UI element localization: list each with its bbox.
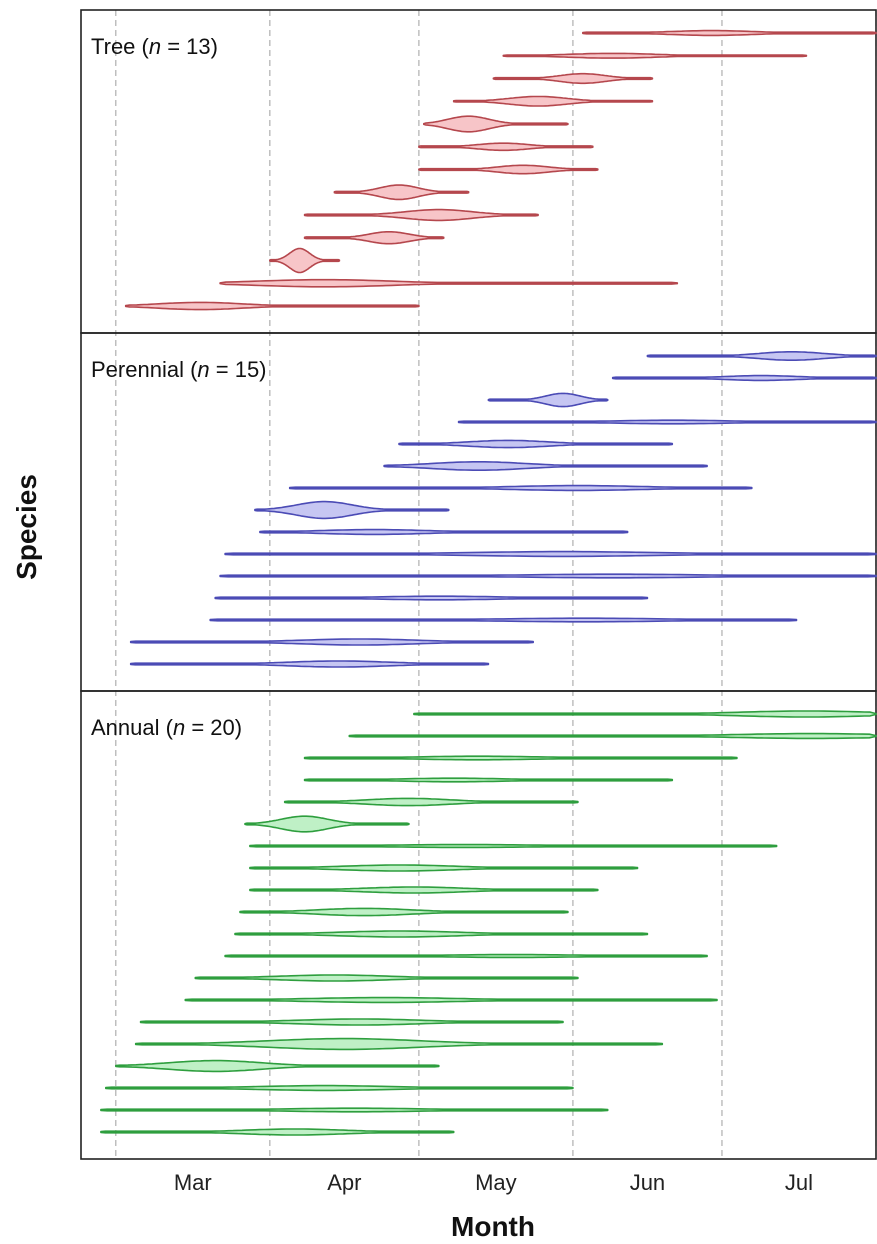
violin-0-7: [333, 184, 470, 201]
panel-label-suffix: = 13): [161, 34, 218, 59]
panel-label-2: Annual (n = 20): [91, 715, 242, 740]
violin-0-5: [418, 142, 594, 152]
x-tick-label-jun: Jun: [630, 1170, 665, 1195]
violin-2-8: [249, 886, 599, 894]
x-axis-title: Month: [451, 1211, 535, 1242]
violin-2-4: [283, 797, 579, 807]
violin-2-2: [303, 755, 738, 761]
violin-1-5: [383, 461, 708, 471]
panel-label-n: n: [149, 34, 161, 59]
x-tick-label-apr: Apr: [327, 1170, 361, 1195]
violin-2-18: [100, 1107, 609, 1113]
violin-0-12: [124, 301, 420, 311]
violin-2-13: [184, 996, 718, 1004]
violin-1-10: [219, 573, 877, 579]
violin-1-11: [214, 595, 649, 601]
violin-2-14: [139, 1018, 564, 1026]
violin-0-6: [418, 164, 599, 175]
violin-2-19: [100, 1128, 455, 1136]
panel-2: Annual (n = 20): [80, 690, 877, 1160]
violin-0-4: [423, 115, 569, 133]
violin-0-1: [502, 52, 808, 59]
panel-0: Tree (n = 13): [80, 9, 877, 334]
y-axis-title: Species: [11, 474, 42, 580]
panel-label-n: n: [173, 715, 185, 740]
violin-2-5: [244, 815, 410, 833]
panel-frame-1: [80, 332, 877, 692]
violin-2-17: [105, 1084, 574, 1092]
violin-0-8: [303, 208, 539, 222]
violin-1-12: [209, 617, 798, 623]
violin-2-1: [348, 732, 877, 740]
violin-1-8: [259, 528, 629, 536]
violin-1-2: [487, 392, 609, 408]
panel-label-n: n: [197, 357, 209, 382]
violin-2-11: [224, 953, 708, 959]
violin-0-10: [269, 247, 341, 274]
violin-1-9: [224, 550, 877, 558]
violin-1-0: [646, 351, 877, 361]
violin-1-7: [254, 500, 450, 520]
axis-layer: Month Species Mar Apr May Jun Jul: [11, 474, 813, 1242]
panel-1: Perennial (n = 15): [80, 332, 877, 692]
violin-2-12: [194, 974, 579, 982]
grid-layer: [115, 10, 877, 1159]
violin-0-2: [492, 72, 654, 85]
panel-label-prefix: Tree (: [91, 34, 150, 59]
violin-0-0: [582, 29, 877, 37]
panel-label-prefix: Perennial (: [91, 357, 198, 382]
x-tick-label-jul: Jul: [785, 1170, 813, 1195]
violin-2-9: [239, 907, 569, 917]
violin-2-15: [134, 1037, 664, 1051]
panel-layer: Tree (n = 13)Perennial (n = 15)Annual (n…: [80, 9, 877, 1160]
violin-2-7: [249, 864, 639, 872]
violin-2-16: [115, 1059, 440, 1073]
violin-0-11: [219, 278, 679, 288]
violin-1-1: [611, 374, 877, 382]
x-tick-label-may: May: [475, 1170, 517, 1195]
violin-1-14: [129, 660, 490, 668]
violin-0-3: [452, 95, 654, 107]
panel-label-prefix: Annual (: [91, 715, 174, 740]
panel-label-1: Perennial (n = 15): [91, 357, 267, 382]
panel-label-suffix: = 20): [185, 715, 242, 740]
panel-label-0: Tree (n = 13): [91, 34, 218, 59]
violin-1-6: [288, 484, 753, 492]
violin-0-9: [303, 231, 445, 245]
violin-2-10: [234, 930, 649, 938]
x-tick-label-mar: Mar: [174, 1170, 212, 1195]
violin-1-4: [398, 439, 674, 449]
violin-1-13: [129, 638, 534, 646]
violin-2-6: [249, 843, 778, 849]
violin-2-3: [303, 777, 674, 783]
panel-frame-2: [80, 690, 877, 1160]
violin-2-0: [413, 710, 877, 718]
panel-label-suffix: = 15): [210, 357, 267, 382]
violin-1-3: [457, 419, 877, 425]
